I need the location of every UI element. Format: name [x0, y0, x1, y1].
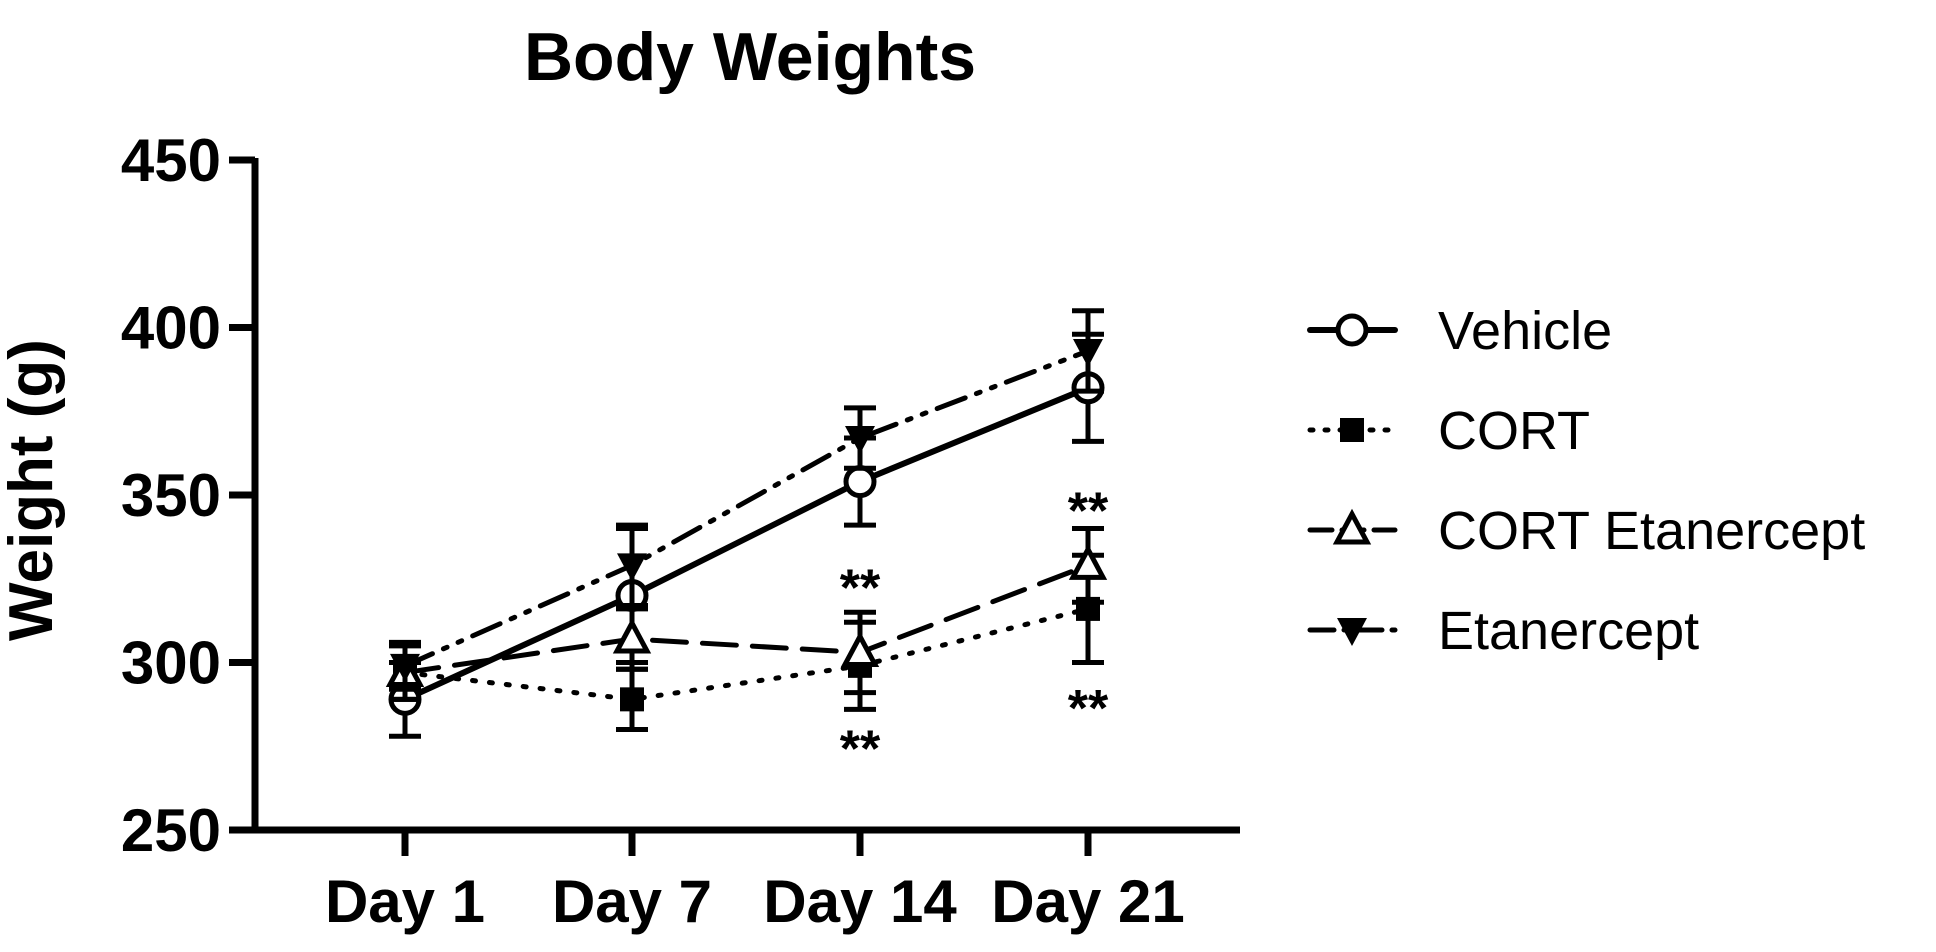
series-line: [402, 562, 1091, 676]
data-point: [617, 553, 647, 582]
axes: 250 300 350 400 450 Day 1 Day 7 Day 14 Day 21: [121, 127, 1240, 935]
y-tick-label: 250: [121, 797, 221, 864]
legend-item-cort: CORT: [1307, 401, 1590, 461]
data-point: [1073, 338, 1103, 367]
legend-label: Etanercept: [1438, 601, 1699, 661]
data-point: [620, 687, 644, 712]
y-tick-label: 400: [121, 295, 221, 362]
data-point: [390, 653, 420, 682]
significance-annotation: **: [1068, 680, 1109, 738]
series-vehicle: [388, 331, 1105, 739]
legend-label: CORT Etanercept: [1438, 501, 1865, 561]
y-tick-label: 350: [121, 462, 221, 529]
series-line: [402, 384, 1091, 703]
legend-marker: [1332, 508, 1372, 545]
legend: Vehicle CORT CORT Etanercept Etanercept: [1307, 301, 1865, 661]
data-point: [845, 426, 875, 455]
legend-label: CORT: [1438, 401, 1590, 461]
series-cort-etanercept: [385, 526, 1108, 702]
data-point: [843, 465, 877, 499]
legend-marker: [1335, 313, 1369, 347]
significance-annotation: **: [840, 559, 881, 617]
x-tick-label: Day 14: [763, 868, 957, 935]
legend-marker: [1337, 618, 1367, 646]
legend-item-cort-etanercept: CORT Etanercept: [1307, 501, 1865, 561]
chart-title: Body Weights: [524, 19, 976, 95]
data-point: [612, 617, 652, 654]
plot-area: ** ** ** **: [385, 308, 1109, 778]
series-line: [402, 606, 1091, 702]
series-line: [402, 348, 1091, 669]
x-tick-label: Day 1: [325, 868, 485, 935]
series-etanercept: [389, 308, 1104, 692]
legend-item-etanercept: Etanercept: [1307, 601, 1699, 661]
y-axis-label: Weight (g): [0, 339, 66, 641]
legend-item-vehicle: Vehicle: [1307, 301, 1612, 361]
y-tick-label: 300: [121, 630, 221, 697]
x-tick-label: Day 7: [552, 868, 712, 935]
x-tick-label: Day 21: [991, 868, 1184, 935]
data-point: [1068, 544, 1108, 580]
legend-marker: [1340, 418, 1364, 442]
data-point: [840, 631, 880, 667]
series-cort: [389, 552, 1104, 732]
y-tick-label: 450: [121, 127, 221, 194]
legend-label: Vehicle: [1438, 301, 1612, 361]
significance-annotation: **: [1068, 482, 1109, 540]
significance-annotation: **: [840, 720, 881, 778]
